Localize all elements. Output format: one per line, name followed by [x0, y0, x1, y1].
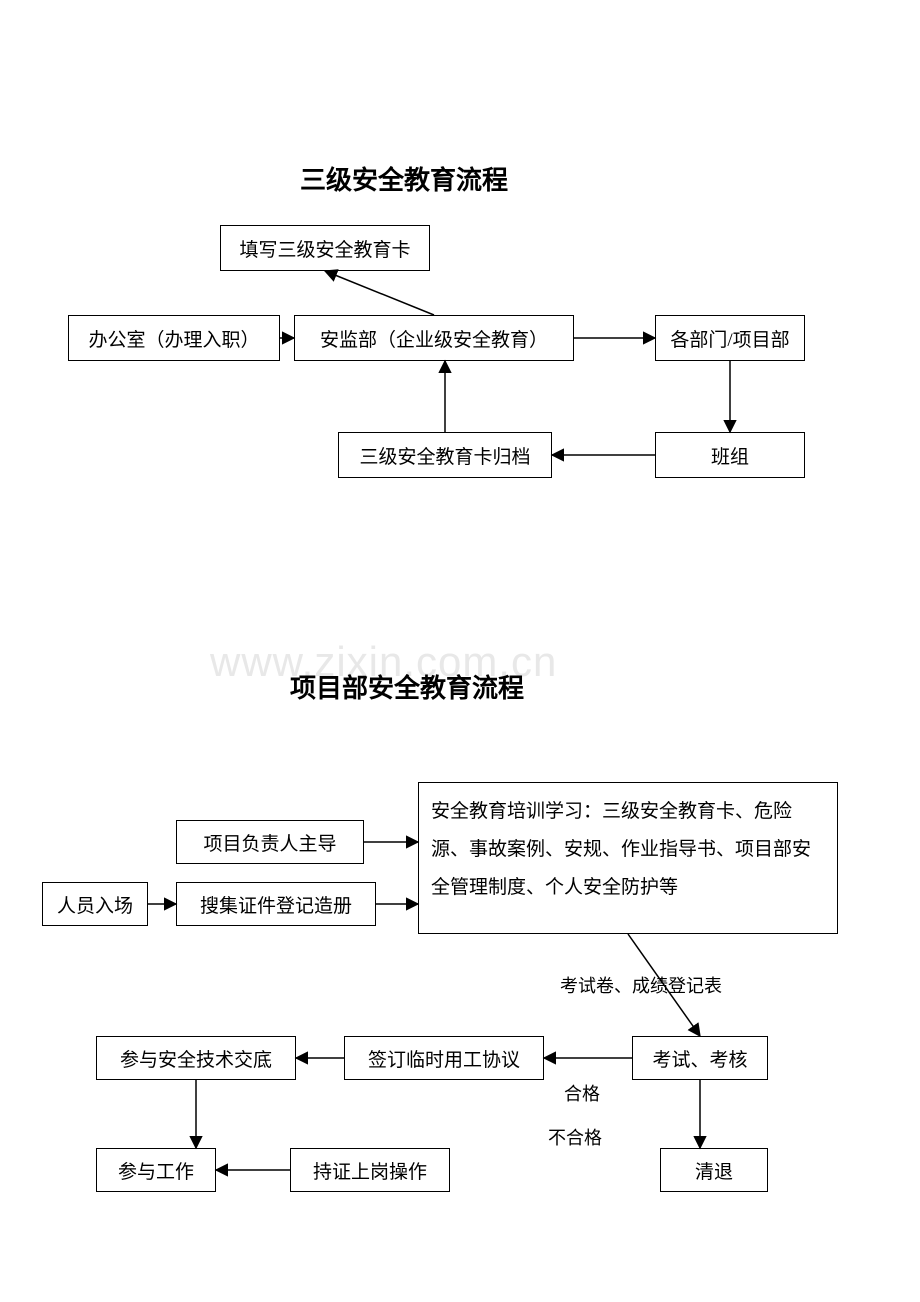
flow1-node-fillcard: 填写三级安全教育卡 — [220, 225, 430, 271]
flow1-node-archive: 三级安全教育卡归档 — [338, 432, 552, 478]
flow2-node-entry: 人员入场 — [42, 882, 148, 926]
flow2-label-pass: 合格 — [564, 1080, 600, 1106]
flow2-node-cert: 持证上岗操作 — [290, 1148, 450, 1192]
flow2-node-collect: 搜集证件登记造册 — [176, 882, 376, 926]
edge-safety-fillcard — [325, 271, 434, 315]
flow1-node-dept: 各部门/项目部 — [655, 315, 805, 361]
title-top: 三级安全教育流程 — [300, 160, 508, 197]
title-bottom: 项目部安全教育流程 — [290, 668, 524, 705]
flow2-node-exam: 考试、考核 — [632, 1036, 768, 1080]
flow1-node-office: 办公室（办理入职） — [68, 315, 280, 361]
flow2-label-examsheet: 考试卷、成绩登记表 — [560, 972, 722, 998]
flow2-node-leader: 项目负责人主导 — [176, 820, 364, 864]
flow2-node-dismiss: 清退 — [660, 1148, 768, 1192]
flow2-label-fail: 不合格 — [548, 1124, 602, 1150]
flow2-node-training: 安全教育培训学习：三级安全教育卡、危险源、事故案例、安规、作业指导书、项目部安全… — [418, 782, 838, 934]
flow2-node-sign: 签订临时用工协议 — [344, 1036, 544, 1080]
flow1-node-team: 班组 — [655, 432, 805, 478]
flow2-node-work: 参与工作 — [96, 1148, 216, 1192]
flow2-node-tech: 参与安全技术交底 — [96, 1036, 296, 1080]
flow1-node-safety: 安监部（企业级安全教育） — [294, 315, 574, 361]
